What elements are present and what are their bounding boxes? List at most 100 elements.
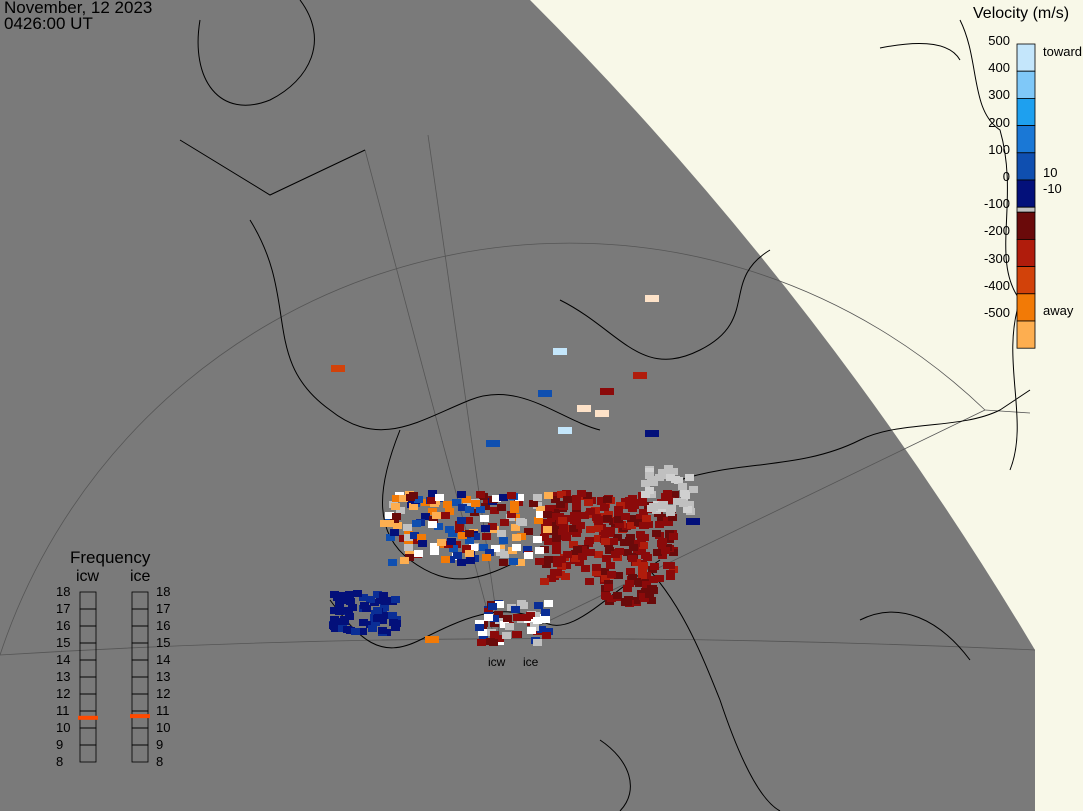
velocity-cell <box>414 550 423 557</box>
velocity-cell <box>669 566 678 573</box>
velocity-cell <box>340 592 349 599</box>
velocity-cell <box>649 504 658 511</box>
velocity-cell <box>505 623 514 630</box>
velocity-cell <box>465 537 474 544</box>
velocity-cell <box>626 568 635 575</box>
velocity-cell <box>427 497 436 504</box>
velocity-cell <box>396 507 405 514</box>
velocity-cell <box>446 556 455 563</box>
velocity-cell <box>378 627 387 634</box>
velocity-cell <box>553 560 562 567</box>
velocity-cell <box>639 562 648 569</box>
frequency-tick: 8 <box>56 754 64 769</box>
velocity-cell <box>404 534 413 541</box>
velocity-cell <box>503 615 512 622</box>
frequency-tick: 11 <box>56 703 70 718</box>
velocity-cell <box>552 547 561 554</box>
velocity-cell <box>455 521 464 528</box>
velocity-cell <box>630 502 639 509</box>
velocity-cell <box>623 549 632 556</box>
velocity-cell <box>445 526 454 533</box>
velocity-cell <box>583 492 592 499</box>
velocity-cell <box>409 503 418 510</box>
velocity-cell <box>657 540 666 547</box>
velocity-cell <box>335 604 344 611</box>
colorbar-tick: 500 <box>988 33 1010 48</box>
velocity-cell <box>614 506 623 513</box>
velocity-cell <box>594 535 603 542</box>
velocity-cell <box>669 533 678 540</box>
velocity-cell <box>482 554 491 561</box>
velocity-cell <box>549 528 558 535</box>
velocity-cell <box>462 545 471 552</box>
velocity-cell <box>625 537 634 544</box>
velocity-cell <box>484 614 493 621</box>
velocity-cell <box>418 540 427 547</box>
velocity-cell <box>545 505 554 512</box>
velocity-cell <box>385 512 394 519</box>
velocity-cell <box>437 539 446 546</box>
velocity-cell <box>373 615 382 622</box>
velocity-cell <box>476 506 485 513</box>
latitude-circle <box>0 242 986 656</box>
velocity-cell <box>611 551 620 558</box>
coastlines <box>179 0 1031 811</box>
velocity-cell <box>340 616 349 623</box>
velocity-cell <box>603 515 612 522</box>
velocity-cell <box>382 597 391 604</box>
velocity-cell <box>335 608 344 615</box>
velocity-cell <box>379 592 388 599</box>
velocity-cell <box>544 492 553 499</box>
velocity-cell <box>527 627 536 634</box>
velocity-cell <box>516 518 525 525</box>
velocity-cell <box>543 526 552 533</box>
velocity-cell <box>537 626 546 633</box>
velocity-cell <box>613 534 622 541</box>
velocity-cell <box>600 568 609 575</box>
velocity-cell <box>495 635 504 642</box>
velocity-cell <box>641 480 650 487</box>
velocity-cell <box>469 544 478 551</box>
velocity-cell <box>552 535 561 542</box>
velocity-cell <box>386 534 395 541</box>
velocity-cell <box>421 499 430 506</box>
velocity-cell <box>511 524 520 531</box>
velocity-cell <box>428 490 437 497</box>
velocity-cell <box>343 626 352 633</box>
velocity-cell <box>378 617 387 624</box>
velocity-cell <box>511 606 520 613</box>
frequency-tick: 16 <box>56 618 71 633</box>
velocity-cell <box>542 561 551 568</box>
velocity-cell <box>572 495 581 502</box>
velocity-cell <box>509 558 518 565</box>
velocity-cell <box>678 483 687 490</box>
frequency-tick: 10 <box>56 720 71 735</box>
velocity-cell <box>428 508 437 515</box>
velocity-cell <box>666 570 675 577</box>
colorbar-tick: -200 <box>983 223 1010 239</box>
velocity-cell <box>455 526 464 533</box>
velocity-cell <box>569 525 578 532</box>
velocity-cell <box>577 490 586 497</box>
colorbar-tick: -300 <box>983 250 1010 266</box>
velocity-cell <box>585 578 594 585</box>
velocity-cell <box>642 515 651 522</box>
velocity-cell <box>488 603 497 610</box>
velocity-cell <box>477 639 486 646</box>
velocity-cell <box>636 514 645 521</box>
velocity-cell <box>465 506 474 513</box>
velocity-cell <box>655 474 664 481</box>
velocity-cell <box>399 495 408 502</box>
velocity-cell <box>658 502 667 509</box>
velocity-cell <box>559 522 568 529</box>
velocity-cell <box>544 538 553 545</box>
frequency-marker-ice <box>130 714 150 719</box>
velocity-cell <box>645 591 654 598</box>
colorbar-segment-away <box>1016 320 1036 349</box>
frequency-tick: 9 <box>156 737 164 752</box>
velocity-cell <box>658 469 667 476</box>
velocity-cell <box>569 541 578 548</box>
velocity-cell <box>388 559 397 566</box>
frequency-tick: 11 <box>156 703 170 718</box>
